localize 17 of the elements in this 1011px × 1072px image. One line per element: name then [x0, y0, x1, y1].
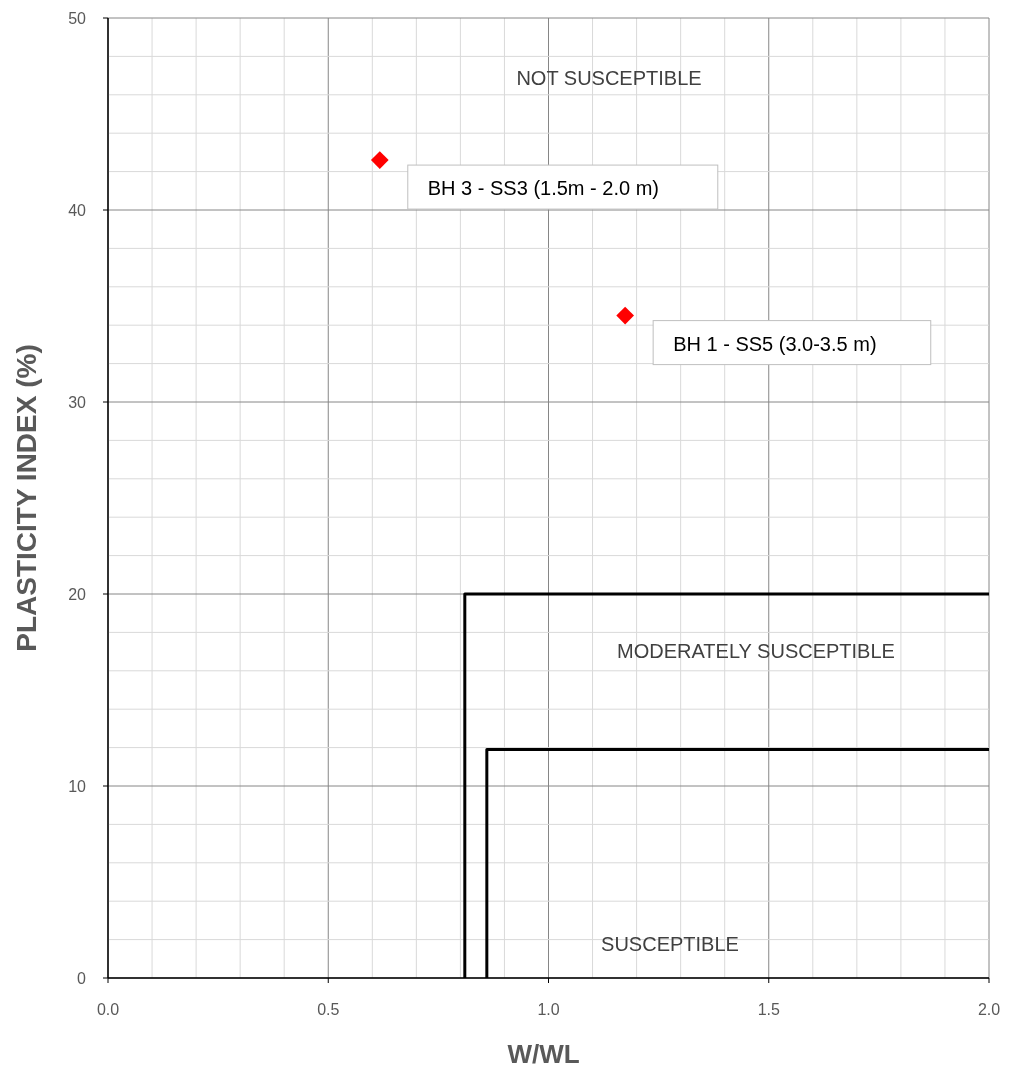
annotation: BH 1 - SS5 (3.0-3.5 m)	[673, 332, 877, 355]
annotation: SUSCEPTIBLE	[601, 933, 739, 955]
x-tick-label: 0.0	[96, 1001, 120, 1018]
y-tick-label: 20	[68, 586, 87, 603]
x-tick-label: 1.0	[537, 1001, 560, 1018]
x-axis-title: W/WL	[507, 1039, 580, 1069]
y-tick-label: 30	[68, 394, 87, 411]
y-tick-label: 40	[68, 202, 87, 219]
x-tick-label: 1.5	[757, 1001, 780, 1018]
y-tick-label: 10	[68, 778, 87, 795]
annotation: BH 3 - SS3 (1.5m - 2.0 m)	[427, 177, 659, 200]
y-tick-label: 50	[68, 10, 87, 27]
y-tick-label: 0	[77, 970, 87, 987]
x-tick-label: 2.0	[977, 1001, 1001, 1018]
x-tick-label: 0.5	[317, 1001, 340, 1018]
annotation: MODERATELY SUSCEPTIBLE	[617, 640, 895, 662]
y-axis-title: PLASTICITY INDEX (%)	[11, 344, 42, 652]
